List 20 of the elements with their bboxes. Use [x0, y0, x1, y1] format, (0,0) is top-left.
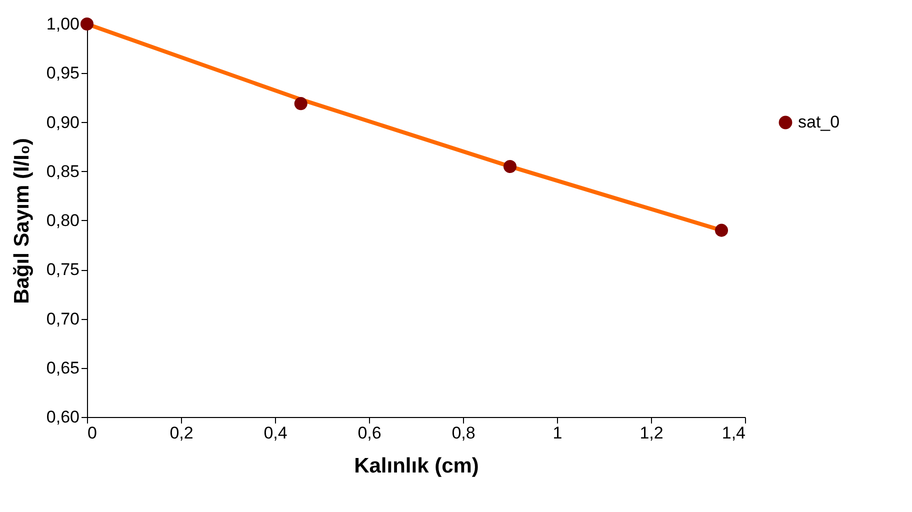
y-tick-label: 0,60	[46, 408, 80, 426]
y-tick-label: 0,65	[46, 358, 80, 378]
x-tick-label: 0,4	[264, 424, 288, 442]
y-tick-label: 0,95	[46, 64, 80, 83]
x-tick-label: 0,8	[452, 424, 476, 442]
x-tick-label: 1,4	[722, 424, 746, 442]
legend-label: sat_0	[798, 112, 840, 132]
y-tick-label: 1,00	[46, 14, 80, 34]
y-tick-label: 0,75	[46, 260, 80, 280]
y-tick-label: 0,85	[46, 162, 80, 181]
x-tick-label: 1,2	[640, 424, 664, 442]
y-axis-title: Bağıl Sayım (I/I₀)	[10, 138, 34, 304]
x-axis-title: Kalınlık (cm)	[354, 454, 479, 478]
x-tick-label: 0,6	[358, 424, 382, 442]
y-tick-label: 0,80	[46, 211, 80, 230]
x-tick-label: 1	[552, 424, 562, 442]
y-tick-label: 0,90	[46, 112, 80, 132]
y-tick-label: 0,70	[46, 309, 80, 328]
x-tick-label: 0	[88, 424, 97, 442]
x-tick-label: 0,2	[170, 424, 194, 442]
